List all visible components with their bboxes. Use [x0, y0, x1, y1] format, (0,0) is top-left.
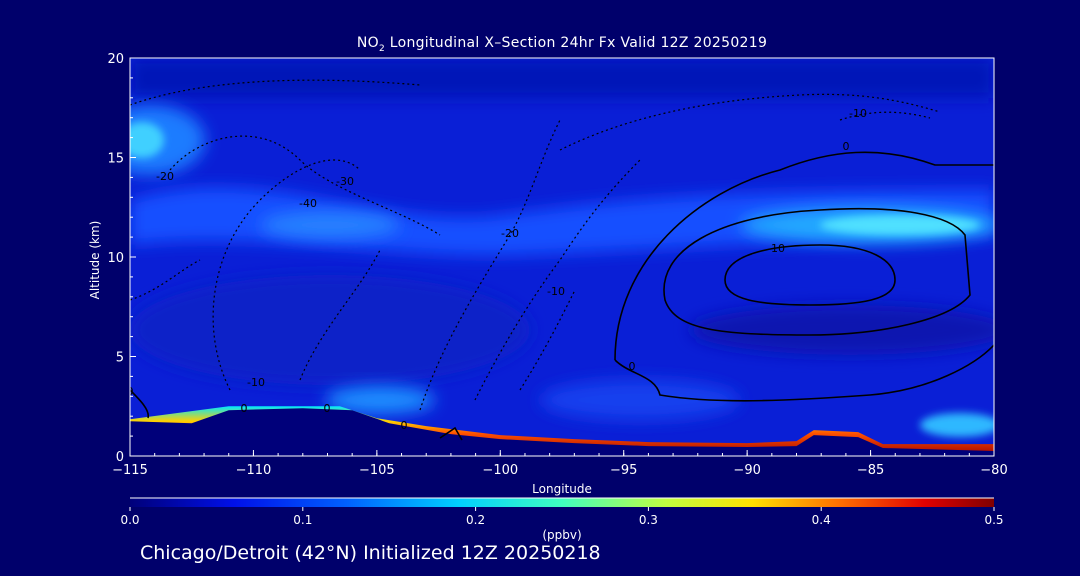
y-axis: 0 5 10 15 20 — [107, 52, 136, 465]
contour-lines-solid — [130, 151, 994, 441]
x-tick-label: −90 — [733, 463, 760, 478]
y-tick-label: 10 — [107, 251, 124, 266]
x-axis-label: Longitude — [532, 482, 592, 496]
x-tick-label: −80 — [980, 463, 1007, 478]
y-tick-label: 20 — [107, 52, 124, 67]
y-tick-label: 0 — [116, 450, 124, 465]
contour-label: -30 — [336, 175, 354, 188]
contour-label: 0 — [629, 360, 636, 373]
contour-label: -10 — [247, 376, 265, 389]
x-tick-label: −105 — [359, 463, 395, 478]
contour-label: 0 — [241, 402, 248, 415]
x-tick-label: −95 — [610, 463, 637, 478]
contour-label: 0 — [401, 419, 408, 432]
x-tick-label: −100 — [482, 463, 518, 478]
y-tick-label: 5 — [116, 351, 124, 366]
x-tick-label: −115 — [112, 463, 148, 478]
contour-lines-dotted — [130, 79, 941, 411]
colorbar-label: (ppbv) — [542, 528, 582, 542]
contour-label: 10 — [771, 242, 785, 255]
x-tick-label: −110 — [236, 463, 272, 478]
colorbar-tick-label: 0.4 — [812, 513, 831, 527]
colorbar-tick-label: 0.2 — [466, 513, 485, 527]
contour-labels: -20 -30 -40 -20 0 -10 0 10 0 -10 0 0 -10 0 — [127, 107, 867, 432]
terrain — [130, 408, 994, 456]
contour-label: -20 — [501, 227, 519, 240]
colorbar — [130, 498, 994, 507]
chart-title: NO2 Longitudinal X–Section 24hr Fx Valid… — [356, 35, 768, 54]
contour-label: -40 — [299, 197, 317, 210]
x-axis: −115 −110 −105 −100 −95 −90 −85 −80 — [112, 450, 1008, 478]
colorbar-tick-label: 0.1 — [293, 513, 312, 527]
contour-label: -10 — [547, 285, 565, 298]
footer-caption: Chicago/Detroit (42°N) Initialized 12Z 2… — [140, 542, 601, 564]
colorbar-tick-label: 0.3 — [639, 513, 658, 527]
contour-label: 0 — [843, 140, 850, 153]
x-tick-label: −85 — [857, 463, 884, 478]
no2-field: -20 -30 -40 -20 0 -10 0 10 0 -10 0 0 -10 0 — [127, 58, 994, 456]
contour-label: -10 — [849, 107, 867, 120]
y-tick-label: 15 — [107, 152, 124, 167]
colorbar-tick-label: 0.0 — [120, 513, 139, 527]
contour-label: -20 — [156, 170, 174, 183]
colorbar-ticks: 0.0 0.1 0.2 0.3 0.4 0.5 — [120, 507, 1004, 527]
contour-label: 0 — [127, 385, 134, 398]
contour-label: 0 — [324, 402, 331, 415]
colorbar-tick-label: 0.5 — [984, 513, 1003, 527]
